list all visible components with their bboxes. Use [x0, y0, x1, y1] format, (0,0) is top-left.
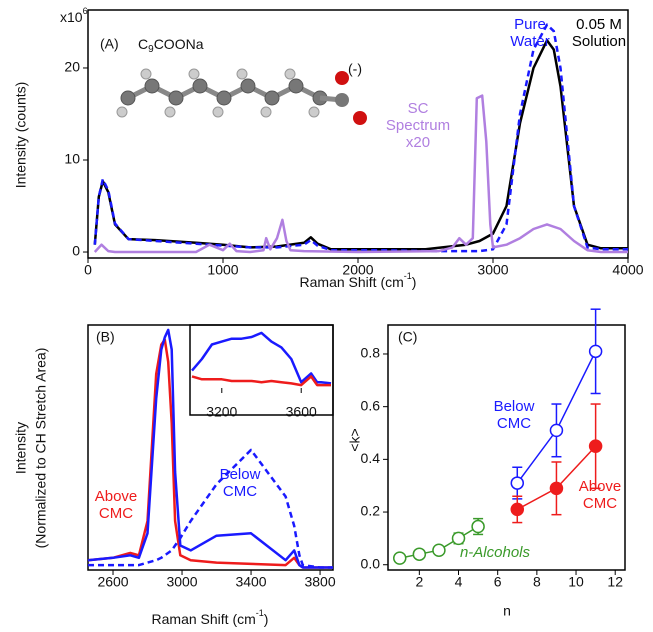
marker — [472, 521, 484, 533]
atom-c — [335, 93, 349, 107]
x-tick-label: 0 — [84, 262, 92, 278]
x-tick-label: 12 — [607, 574, 623, 590]
x-tick-label: 3400 — [235, 574, 266, 590]
atom-c — [169, 91, 183, 105]
x-tick-label: 2 — [415, 574, 423, 590]
x-axis-label: Raman Shift (cm-1) — [152, 608, 269, 626]
atom-h — [189, 69, 199, 79]
x-axis-label: n — [503, 603, 511, 619]
x-tick-label: 10 — [568, 574, 584, 590]
atom-o — [335, 71, 349, 85]
x-axis-label: ) — [264, 611, 269, 627]
y-multiplier: x106 — [60, 6, 88, 24]
y-tick-label: 0.0 — [361, 555, 381, 571]
panel-label: (B) — [96, 329, 115, 345]
marker — [511, 477, 523, 489]
x-tick-label: 6 — [494, 574, 502, 590]
panel-label: (A) — [100, 36, 119, 52]
y-axis-label: Intensity — [13, 422, 29, 474]
series-line — [95, 25, 628, 251]
atom-c — [289, 79, 303, 93]
series-label: 0.05 M Solution — [566, 16, 632, 50]
x-tick-label: 3200 — [206, 404, 237, 420]
x-tick-label: 3000 — [477, 262, 508, 278]
x-tick-label: 8 — [533, 574, 541, 590]
chart: (A) C9COONa (-) x106 Intensity (counts) … — [0, 0, 653, 632]
x-tick-label: 1000 — [207, 262, 238, 278]
y-multiplier-exp: 6 — [83, 6, 88, 16]
atom-h — [141, 69, 151, 79]
formula-part: COONa — [154, 36, 204, 52]
atom-o — [353, 111, 367, 125]
marker — [590, 345, 602, 357]
atom-h — [285, 69, 295, 79]
formula: C9COONa — [138, 36, 204, 55]
marker — [453, 532, 465, 544]
atom-c — [121, 91, 135, 105]
x-axis-label: ) — [412, 274, 417, 290]
y-tick-label: 0 — [72, 243, 80, 259]
formula-part: C — [138, 36, 148, 52]
series-label: n-Alcohols — [440, 544, 550, 561]
y-tick-label: 10 — [64, 151, 80, 167]
x-tick-label: 2000 — [342, 262, 373, 278]
y-axis-label: (Normalized to CH Stretch Area) — [33, 348, 49, 549]
series-label: Below CMC — [212, 466, 268, 500]
y-multiplier: x10 — [60, 9, 83, 25]
charge: (-) — [348, 61, 362, 77]
x-tick-label: 4000 — [612, 262, 643, 278]
marker — [590, 440, 602, 452]
y-tick-label: 0.4 — [361, 450, 381, 466]
atom-c — [265, 91, 279, 105]
marker — [511, 503, 523, 515]
x-axis-label-sup: -1 — [256, 608, 264, 618]
marker — [394, 552, 406, 564]
atom-h — [309, 107, 319, 117]
y-tick-label: 0.8 — [361, 345, 381, 361]
y-axis-label: <k> — [347, 428, 363, 451]
x-axis-label: Raman Shift (cm — [152, 611, 256, 627]
marker — [413, 548, 425, 560]
y-tick-label: 0.6 — [361, 397, 381, 413]
x-tick-label: 4 — [455, 574, 463, 590]
x-tick-label: 3800 — [304, 574, 335, 590]
atom-c — [217, 91, 231, 105]
atom-c — [193, 79, 207, 93]
panel-label: (C) — [398, 329, 417, 345]
atom-h — [165, 107, 175, 117]
series-label: Above CMC — [88, 488, 144, 522]
marker — [550, 424, 562, 436]
figure: (A) C9COONa (-) x106 Intensity (counts) … — [0, 0, 653, 632]
atom-h — [117, 107, 127, 117]
x-tick-label: 3000 — [166, 574, 197, 590]
atom-c — [241, 79, 255, 93]
series-label: Pure Water — [495, 16, 565, 50]
x-axis-label-sup: -1 — [404, 271, 412, 281]
atom-h — [261, 107, 271, 117]
series-label: Above CMC — [572, 478, 628, 512]
marker — [550, 482, 562, 494]
series-label: SC Spectrum x20 — [380, 100, 456, 151]
x-tick-label: 2600 — [97, 574, 128, 590]
atom-h — [237, 69, 247, 79]
atom-c — [145, 79, 159, 93]
y-tick-label: 0.2 — [361, 503, 381, 519]
series-label: Below CMC — [486, 398, 542, 432]
y-tick-label: 20 — [64, 59, 80, 75]
inset-frame — [190, 325, 333, 415]
y-axis-label: Intensity (counts) — [13, 82, 29, 189]
atom-h — [213, 107, 223, 117]
x-tick-label: 3600 — [286, 404, 317, 420]
